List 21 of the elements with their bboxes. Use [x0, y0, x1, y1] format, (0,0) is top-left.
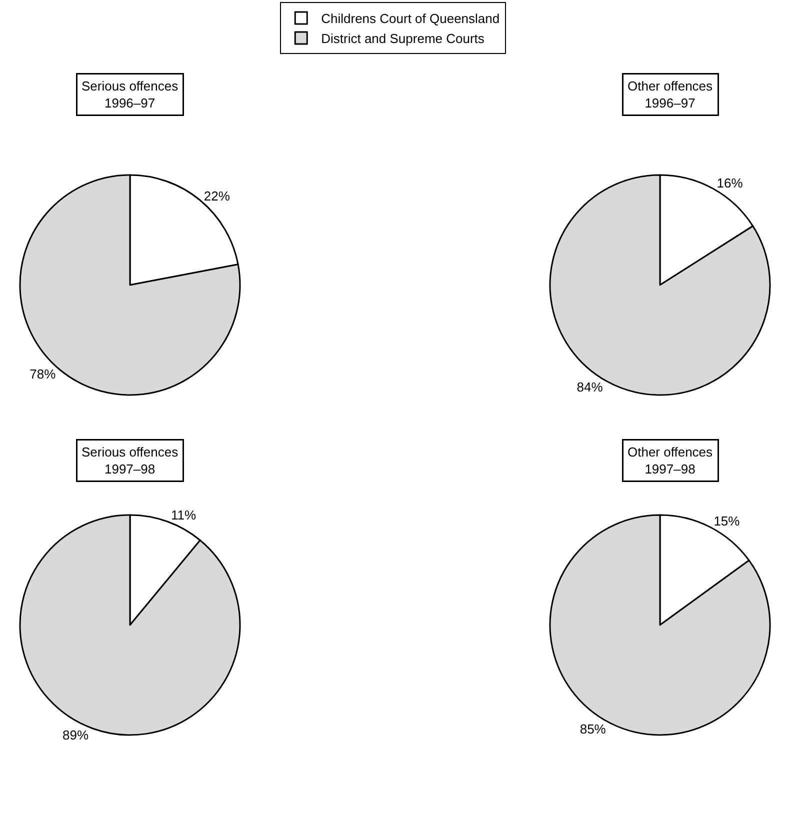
pie-slice: [549, 174, 771, 396]
data-label: 16%: [716, 175, 744, 190]
chart-subtitle: 1997–98: [104, 461, 156, 476]
legend-label: District and Supreme Courts: [321, 31, 485, 46]
chart-subtitle: 1996–97: [644, 95, 696, 110]
chart-subtitle: 1997–98: [644, 461, 696, 476]
data-label: 78%: [30, 366, 56, 382]
data-label: 15%: [714, 514, 740, 529]
legend-label: Childrens Court of Queensland: [321, 11, 500, 26]
data-label: 85%: [580, 721, 606, 736]
data-label: 11%: [171, 507, 197, 522]
data-label: 89%: [62, 728, 89, 743]
chart-title: Serious offences: [82, 444, 179, 460]
data-label: 22%: [204, 188, 230, 204]
text: Serious offences: [82, 78, 179, 94]
pie-slice: [549, 514, 771, 736]
pie-slice: [19, 174, 241, 396]
chart-title: Other offences: [628, 444, 714, 460]
data-label: 84%: [576, 380, 604, 395]
text: 1996–97: [104, 95, 156, 110]
chart-title: Other offences: [628, 78, 714, 94]
